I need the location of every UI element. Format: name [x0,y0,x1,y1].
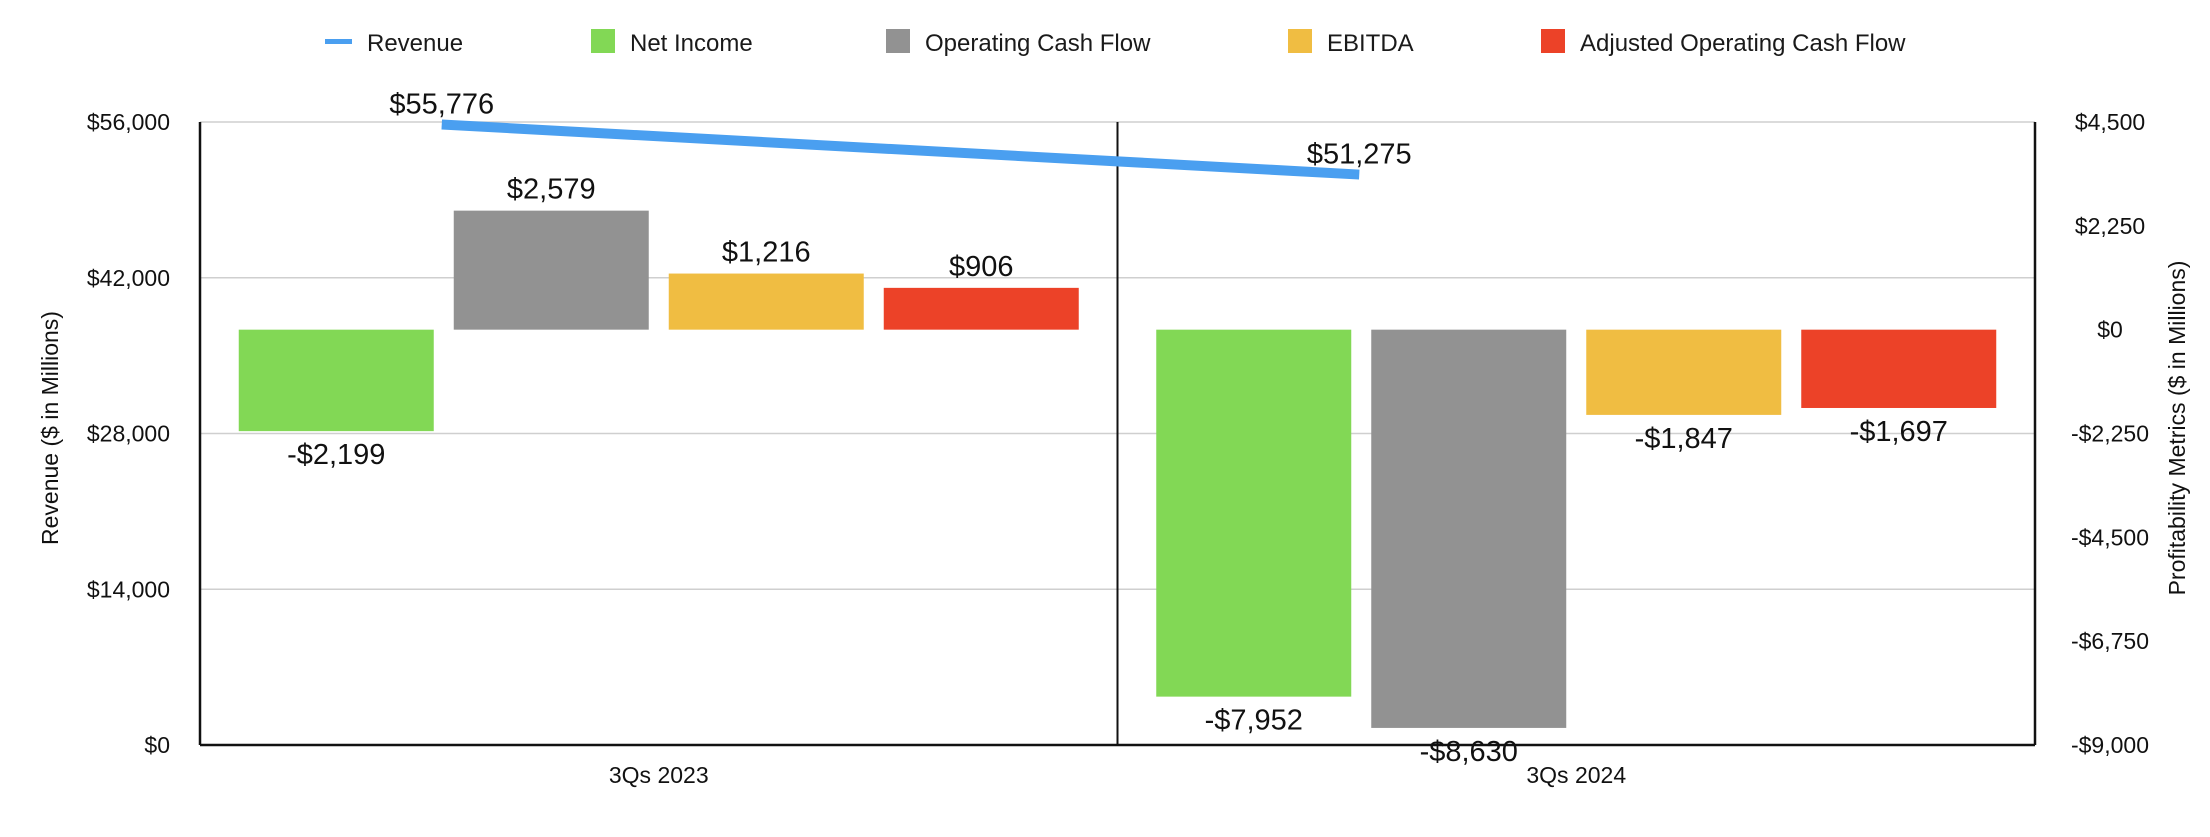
bar-data-label: $2,579 [507,174,596,206]
legend-label: EBITDA [1327,30,1414,57]
x-category-label: 3Qs 2024 [1526,762,1626,788]
y-right-tick-label: -$9,000 [2071,732,2149,758]
bar-net-income [1156,329,1352,697]
bar-data-label: $906 [949,251,1014,283]
bar-adjusted-operating-cash-flow [1801,329,1997,408]
y-left-tick-label: $28,000 [87,421,170,447]
legend: Revenue Net Income Operating Cash Flow EBIT… [325,29,1906,57]
y-right-tick-label: -$6,750 [2071,628,2149,654]
bar-ebitda [1586,329,1782,415]
bar-data-label: -$2,199 [287,439,385,471]
y-left-tick-label: $14,000 [87,576,170,602]
y-left-tick-label: $42,000 [87,265,170,291]
legend-marker-square [1541,29,1565,53]
legend-label: Revenue [367,30,463,57]
legend-marker-line [325,39,352,44]
legend-marker-square [886,29,910,53]
data-labels: -$2,199 $2,579 $1,216 $906 -$7,952 -$8,630 -$1… [287,88,1948,767]
y-left-tick-label: $56,000 [87,109,170,135]
y-right-tick-label: -$4,500 [2071,524,2149,550]
legend-marker-square [591,29,615,53]
revenue-data-label: $55,776 [389,88,494,120]
revenue-line [441,119,1360,180]
x-category-label: 3Qs 2023 [609,762,709,788]
bar-adjusted-operating-cash-flow [883,287,1079,330]
legend-label: Operating Cash Flow [925,30,1151,57]
legend-label: Net Income [630,30,753,57]
bar-data-label: -$8,630 [1420,736,1518,768]
y-right-tick-label: $2,250 [2075,213,2145,239]
bar-data-label: -$1,847 [1635,423,1733,455]
revenue-line-series [441,119,1360,180]
bars [238,210,1997,728]
legend-label: Adjusted Operating Cash Flow [1580,30,1906,57]
bar-data-label: $1,216 [722,237,811,269]
bar-data-label: -$7,952 [1205,705,1303,737]
bar-data-label: -$1,697 [1850,416,1948,448]
y-left-tick-label: $0 [144,732,170,758]
y-axis-right-title: Profitability Metrics ($ in Millions) [2164,261,2190,596]
y-right-tick-label: -$2,250 [2071,421,2149,447]
bar-ebitda [668,273,864,330]
bar-operating-cash-flow [1371,329,1567,728]
axes [198,122,2037,747]
revenue-data-label: $51,275 [1307,139,1412,171]
y-axis-left-title: Revenue ($ in Millions) [37,311,63,545]
y-right-tick-label: $4,500 [2075,109,2145,135]
bar-operating-cash-flow [453,210,649,330]
y-right-tick-label: $0 [2097,317,2123,343]
tick-labels: $0 $14,000 $28,000 $42,000 $56,000 -$9,000 -$6… [87,109,2149,788]
bar-net-income [238,329,434,432]
legend-marker-square [1288,29,1312,53]
